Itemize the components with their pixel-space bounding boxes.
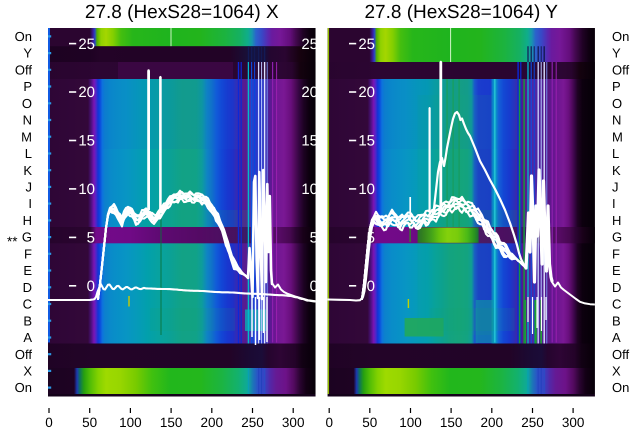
svg-text:O: O bbox=[22, 96, 32, 111]
svg-text:M: M bbox=[612, 129, 623, 144]
svg-text:D: D bbox=[23, 280, 32, 295]
svg-text:250: 250 bbox=[241, 415, 264, 430]
svg-text:On: On bbox=[612, 380, 629, 395]
svg-text:27.8 (HexS28=1064) X: 27.8 (HexS28=1064) X bbox=[85, 2, 279, 23]
svg-text:10: 10 bbox=[78, 181, 95, 198]
svg-text:150: 150 bbox=[440, 415, 463, 430]
svg-text:0: 0 bbox=[367, 278, 375, 295]
svg-text:250: 250 bbox=[521, 415, 544, 430]
svg-text:K: K bbox=[612, 163, 621, 178]
svg-text:N: N bbox=[612, 113, 621, 128]
svg-text:F: F bbox=[612, 246, 620, 261]
svg-text:N: N bbox=[23, 113, 32, 128]
svg-text:100: 100 bbox=[119, 415, 142, 430]
svg-text:5: 5 bbox=[310, 230, 318, 247]
svg-text:L: L bbox=[612, 146, 619, 161]
svg-text:Off: Off bbox=[15, 347, 32, 362]
svg-text:H: H bbox=[23, 213, 32, 228]
svg-text:X: X bbox=[612, 364, 621, 379]
svg-text:Y: Y bbox=[612, 46, 621, 61]
svg-text:5: 5 bbox=[367, 230, 375, 247]
svg-text:E: E bbox=[612, 263, 621, 278]
svg-text:I: I bbox=[28, 196, 32, 211]
svg-text:**: ** bbox=[7, 234, 18, 249]
svg-text:Off: Off bbox=[612, 347, 629, 362]
svg-text:K: K bbox=[23, 163, 32, 178]
svg-text:0: 0 bbox=[325, 415, 333, 430]
svg-text:100: 100 bbox=[399, 415, 422, 430]
svg-text:X: X bbox=[23, 364, 32, 379]
svg-text:Off: Off bbox=[15, 62, 32, 77]
svg-text:25: 25 bbox=[301, 36, 318, 53]
svg-text:L: L bbox=[25, 146, 32, 161]
svg-text:D: D bbox=[612, 280, 621, 295]
svg-text:50: 50 bbox=[82, 415, 97, 430]
svg-text:20: 20 bbox=[78, 84, 95, 101]
svg-text:P: P bbox=[612, 79, 621, 94]
svg-text:25: 25 bbox=[78, 36, 95, 53]
svg-text:Off: Off bbox=[612, 62, 629, 77]
svg-text:J: J bbox=[26, 180, 33, 195]
svg-text:G: G bbox=[612, 230, 622, 245]
svg-text:0: 0 bbox=[87, 278, 95, 295]
svg-text:J: J bbox=[612, 180, 619, 195]
svg-text:15: 15 bbox=[358, 133, 375, 150]
svg-text:300: 300 bbox=[562, 415, 585, 430]
svg-text:0: 0 bbox=[310, 278, 318, 295]
svg-text:C: C bbox=[612, 297, 621, 312]
svg-text:5: 5 bbox=[87, 230, 95, 247]
svg-text:O: O bbox=[612, 96, 622, 111]
svg-text:0: 0 bbox=[45, 415, 53, 430]
svg-text:E: E bbox=[23, 263, 32, 278]
svg-text:15: 15 bbox=[78, 133, 95, 150]
svg-text:25: 25 bbox=[358, 36, 375, 53]
svg-text:F: F bbox=[24, 246, 32, 261]
svg-text:A: A bbox=[612, 330, 621, 345]
svg-text:M: M bbox=[21, 129, 32, 144]
svg-text:A: A bbox=[23, 330, 32, 345]
svg-text:C: C bbox=[23, 297, 32, 312]
svg-text:50: 50 bbox=[362, 415, 377, 430]
svg-text:P: P bbox=[23, 79, 32, 94]
svg-text:27.8 (HexS28=1064) Y: 27.8 (HexS28=1064) Y bbox=[364, 2, 558, 23]
svg-text:B: B bbox=[612, 313, 621, 328]
svg-text:On: On bbox=[15, 380, 32, 395]
svg-text:20: 20 bbox=[301, 84, 318, 101]
svg-text:150: 150 bbox=[160, 415, 183, 430]
svg-text:200: 200 bbox=[201, 415, 224, 430]
svg-text:200: 200 bbox=[481, 415, 504, 430]
svg-text:15: 15 bbox=[301, 133, 318, 150]
svg-text:Y: Y bbox=[23, 46, 32, 61]
svg-text:H: H bbox=[612, 213, 621, 228]
svg-text:On: On bbox=[15, 29, 32, 44]
svg-text:I: I bbox=[612, 196, 616, 211]
svg-text:B: B bbox=[23, 313, 32, 328]
svg-text:10: 10 bbox=[358, 181, 375, 198]
svg-text:G: G bbox=[22, 230, 32, 245]
svg-text:10: 10 bbox=[301, 181, 318, 198]
svg-text:300: 300 bbox=[282, 415, 305, 430]
svg-text:20: 20 bbox=[358, 84, 375, 101]
svg-text:On: On bbox=[612, 29, 629, 44]
